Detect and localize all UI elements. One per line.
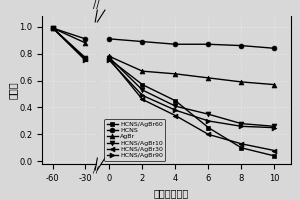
HCNS <box>207 43 210 45</box>
Line: AgBr: AgBr <box>107 54 277 87</box>
Text: //: // <box>93 0 100 10</box>
Line: HCNS: HCNS <box>107 36 277 51</box>
HCNS/AgBr60 <box>240 147 243 149</box>
HCNS/AgBr60 <box>108 58 111 60</box>
HCNS <box>273 47 276 49</box>
HCNS/AgBr10 <box>141 89 144 91</box>
HCNS/AgBr90 <box>108 59 111 62</box>
AgBr <box>207 77 210 79</box>
Text: //: // <box>93 165 99 174</box>
HCNS/AgBr60 <box>174 100 177 102</box>
AgBr <box>174 73 177 75</box>
Line: HCNS/AgBr60: HCNS/AgBr60 <box>107 57 277 158</box>
HCNS/AgBr90 <box>174 109 177 111</box>
HCNS/AgBr10 <box>108 57 111 59</box>
HCNS/AgBr10 <box>174 105 177 107</box>
HCNS <box>141 40 144 43</box>
HCNS/AgBr30 <box>174 114 177 117</box>
Line: HCNS/AgBr90: HCNS/AgBr90 <box>107 58 277 130</box>
HCNS/AgBr10 <box>240 122 243 125</box>
HCNS/AgBr10 <box>273 125 276 128</box>
AgBr <box>141 70 144 72</box>
HCNS/AgBr30 <box>141 98 144 101</box>
HCNS/AgBr30 <box>273 149 276 152</box>
AgBr <box>273 83 276 86</box>
Line: HCNS/AgBr10: HCNS/AgBr10 <box>107 55 277 129</box>
HCNS/AgBr30 <box>240 143 243 145</box>
HCNS/AgBr90 <box>141 94 144 97</box>
HCNS/AgBr90 <box>207 120 210 122</box>
Legend: HCNS/AgBr60, HCNS, AgBr, HCNS/AgBr10, HCNS/AgBr30, HCNS/AgBr90: HCNS/AgBr60, HCNS, AgBr, HCNS/AgBr10, HC… <box>104 119 165 161</box>
HCNS <box>174 43 177 45</box>
HCNS <box>108 38 111 40</box>
HCNS/AgBr30 <box>108 58 111 60</box>
HCNS/AgBr60 <box>273 155 276 157</box>
Y-axis label: 浓度比: 浓度比 <box>8 81 18 99</box>
HCNS/AgBr30 <box>207 133 210 136</box>
HCNS/AgBr60 <box>141 83 144 86</box>
AgBr <box>108 55 111 58</box>
HCNS/AgBr90 <box>240 125 243 128</box>
Text: 时间（分钟）: 时间（分钟） <box>153 188 189 198</box>
AgBr <box>240 81 243 83</box>
HCNS <box>240 44 243 47</box>
HCNS/AgBr60 <box>207 126 210 129</box>
Line: HCNS/AgBr30: HCNS/AgBr30 <box>107 57 277 153</box>
HCNS/AgBr90 <box>273 126 276 129</box>
HCNS/AgBr10 <box>207 113 210 115</box>
